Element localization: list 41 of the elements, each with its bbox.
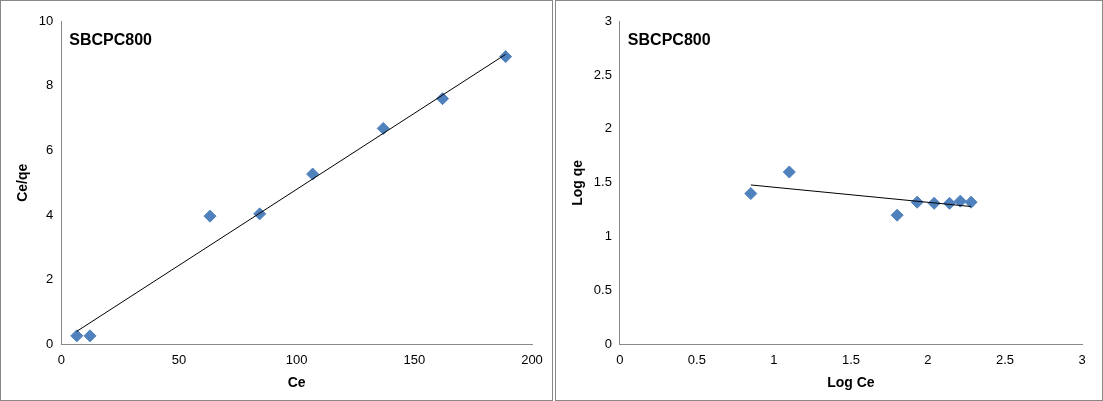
y-tick-label: 4 <box>46 206 54 222</box>
y-tick-label: 8 <box>46 77 54 93</box>
text: SBCPC800 <box>69 31 153 49</box>
y-tick-label: 10 <box>38 12 54 28</box>
x-tick-label: 0.5 <box>687 351 706 367</box>
point <box>890 208 904 222</box>
y-tick-label: 2 <box>604 120 612 136</box>
x-tick-label: 2.5 <box>995 351 1015 367</box>
y-tick-label: 1.5 <box>593 174 612 190</box>
y-tick-label: 0.5 <box>593 282 612 298</box>
point <box>306 167 320 181</box>
x-tick-label: 1 <box>770 351 778 367</box>
x-tick-label: 100 <box>285 351 308 367</box>
x-tick-label: 0 <box>616 351 624 367</box>
x-tick-label: 150 <box>403 351 426 367</box>
point <box>70 329 84 343</box>
y-tick-label: 3 <box>604 12 612 28</box>
y-axis-title: Ce/qe <box>14 163 31 202</box>
point <box>376 121 390 135</box>
x-tick-label: 50 <box>171 351 187 367</box>
x-axis-title: Ce <box>287 374 306 391</box>
x-tick-label: 200 <box>521 351 543 367</box>
y-tick-label: 0 <box>46 336 54 352</box>
x-tick-label: 3 <box>1078 351 1086 367</box>
x-axis-title: Log Ce <box>827 374 875 391</box>
point <box>744 187 758 201</box>
y-tick-label: 6 <box>46 142 54 158</box>
x-tick-label: 1.5 <box>841 351 860 367</box>
point <box>83 329 97 343</box>
point <box>203 209 217 223</box>
y-axis-title: Log qe <box>569 159 586 206</box>
point <box>953 194 967 208</box>
point <box>964 195 978 209</box>
y-tick-label: 1 <box>604 228 612 244</box>
y-tick-label: 2.5 <box>593 66 612 82</box>
point <box>782 165 796 179</box>
y-tick-label: 0 <box>604 336 612 352</box>
text: SBCPC800 <box>627 31 711 49</box>
x-tick-label: 2 <box>924 351 932 367</box>
x-tick-label: 0 <box>57 351 65 367</box>
y-tick-label: 2 <box>46 271 54 287</box>
